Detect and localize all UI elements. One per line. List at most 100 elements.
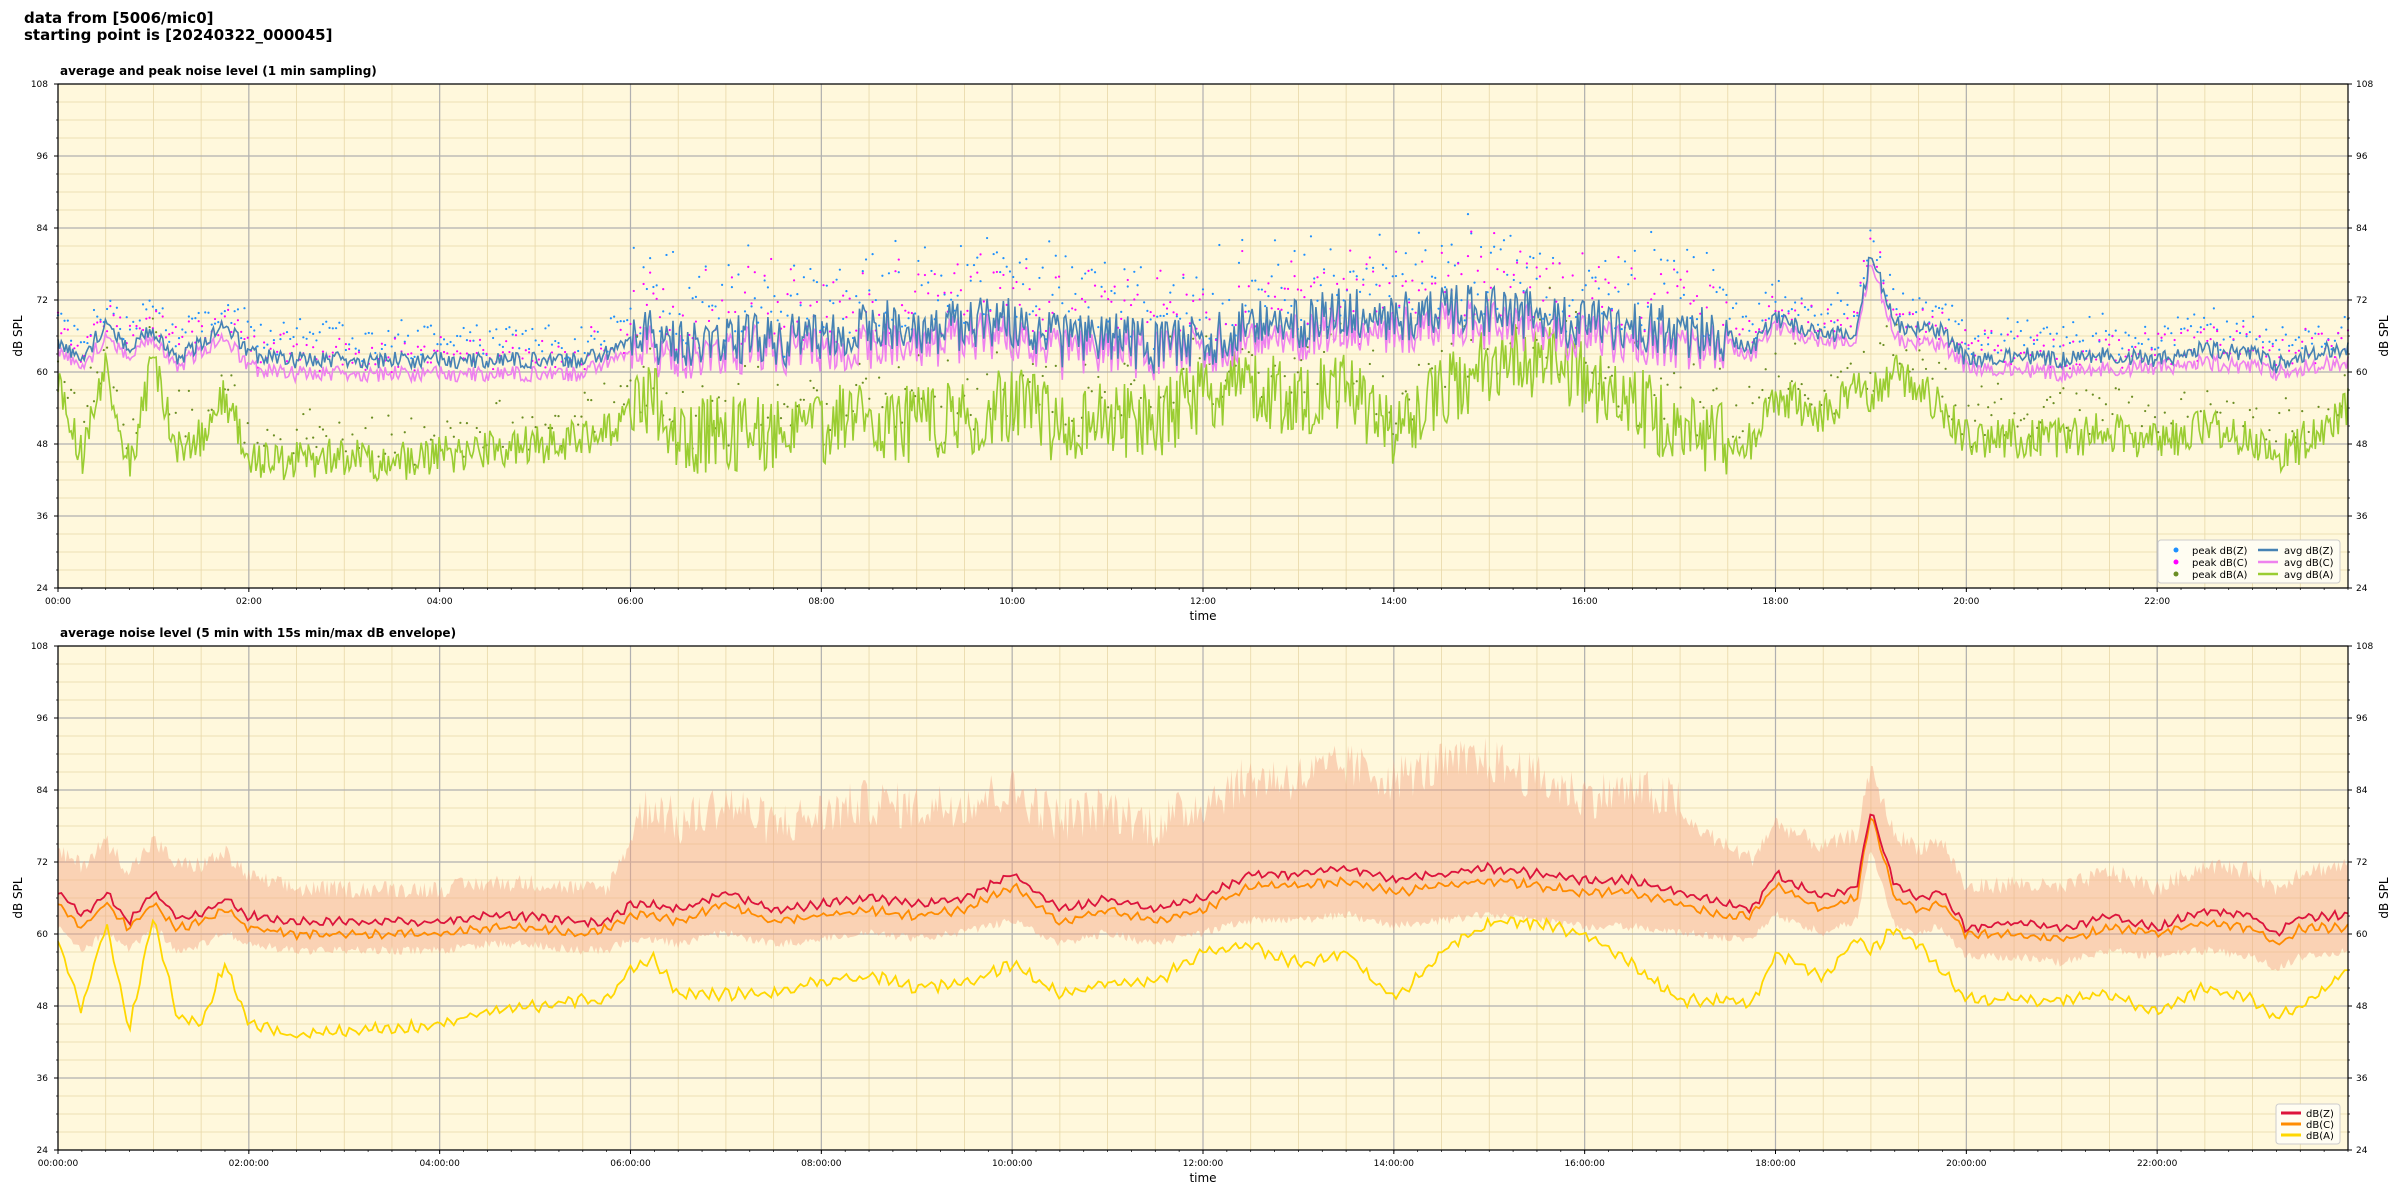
peak-dbz-dot <box>285 330 289 334</box>
peak-dbz-dot <box>943 293 946 296</box>
peak-dba-dot <box>613 401 616 404</box>
peak-dbz-dot <box>66 319 69 322</box>
peak-dbc-dot <box>1159 269 1162 272</box>
peak-dbz-dot <box>1123 268 1126 271</box>
peak-dbc-dot <box>1823 322 1826 325</box>
peak-dbc-dot <box>2163 333 2166 336</box>
peak-dbc-dot <box>1875 265 1879 268</box>
peak-dba-dot <box>547 426 550 430</box>
peak-dbz-dot <box>1529 255 1532 258</box>
peak-dbz-dot <box>599 343 603 346</box>
peak-dbc-dot <box>1931 315 1934 318</box>
peak-dbc-dot <box>1830 319 1833 323</box>
peak-dbz-dot <box>992 252 995 256</box>
peak-dbc-dot <box>508 350 511 354</box>
peak-dbc-dot <box>1525 262 1528 265</box>
peak-dbz-dot <box>2091 334 2094 338</box>
peak-dbz-dot <box>773 295 776 298</box>
peak-dbc-dot <box>2127 348 2130 352</box>
peak-dbc-dot <box>1535 266 1538 269</box>
peak-dbz-dot <box>488 330 491 333</box>
peak-dba-dot <box>1993 401 1996 404</box>
peak-dbc-dot <box>1892 308 1895 311</box>
peak-dbz-dot <box>302 336 305 339</box>
peak-dba-dot <box>1944 367 1947 370</box>
peak-dbc-dot <box>2150 348 2153 351</box>
peak-dbc-dot <box>351 361 354 364</box>
peak-dbz-dot <box>83 340 86 344</box>
peak-dbz-dot <box>1254 279 1257 282</box>
peak-dbz-dot <box>645 287 648 291</box>
peak-dbc-dot <box>1398 304 1401 307</box>
peak-dbz-dot <box>586 340 590 343</box>
peak-dbz-dot <box>1054 254 1057 257</box>
peak-dbc-dot <box>1911 312 1914 316</box>
peak-dbz-dot <box>459 335 462 338</box>
peak-dbz-dot <box>887 272 891 275</box>
peak-dbz-dot <box>2265 328 2268 331</box>
peak-dbz-dot <box>436 343 439 346</box>
peak-dbz-dot <box>730 286 734 289</box>
peak-dbc-dot <box>298 358 302 361</box>
peak-dbz-dot <box>2095 332 2098 335</box>
peak-dbz-dot <box>213 322 217 325</box>
peak-dbz-dot <box>583 351 586 355</box>
peak-dbz-dot <box>429 324 433 327</box>
peak-dba-dot <box>1702 406 1705 409</box>
peak-dbc-dot <box>524 349 527 352</box>
peak-dba-dot <box>1653 393 1656 397</box>
peak-dba-dot <box>2265 438 2268 441</box>
peak-dbz-dot <box>230 321 233 325</box>
peak-dbc-dot <box>1241 249 1244 253</box>
peak-dbz-dot <box>1319 284 1322 287</box>
peak-dbc-dot <box>292 345 295 348</box>
peak-dbc-dot <box>544 366 547 369</box>
peak-dbz-dot <box>985 236 989 240</box>
peak-dbz-dot <box>1548 313 1551 316</box>
peak-dbz-dot <box>2333 339 2337 342</box>
peak-dbz-dot <box>1139 266 1142 269</box>
peak-dbz-dot <box>603 340 606 343</box>
peak-dba-dot <box>2157 430 2160 434</box>
peak-dbc-dot <box>1365 263 1368 266</box>
peak-dbz-dot <box>1944 303 1947 306</box>
peak-dba-dot <box>554 414 557 417</box>
peak-dbc-dot <box>2320 332 2323 335</box>
peak-dba-dot <box>2016 425 2019 428</box>
peak-dbz-dot <box>652 285 655 289</box>
peak-dbc-dot <box>2016 335 2019 338</box>
peak-dbz-dot <box>923 246 927 249</box>
peak-dbc-dot <box>671 305 675 308</box>
peak-dbz-dot <box>1509 234 1512 237</box>
peak-dbz-dot <box>809 267 812 271</box>
peak-dbz-dot <box>2310 342 2314 345</box>
peak-dbc-dot <box>1362 283 1365 286</box>
peak-dbz-dot <box>308 331 311 334</box>
peak-dbz-dot <box>665 253 668 257</box>
peak-dbc-dot <box>727 311 730 314</box>
peak-dbz-dot <box>1712 268 1715 272</box>
peak-dba-dot <box>305 437 308 440</box>
peak-dbc-dot <box>956 263 959 266</box>
y-tick-label-left: 72 <box>37 858 48 868</box>
peak-dbc-dot <box>174 325 177 329</box>
peak-dbz-dot <box>1830 303 1833 306</box>
peak-dba-dot <box>985 373 989 376</box>
peak-dbc-dot <box>501 351 505 354</box>
peak-dbz-dot <box>1002 257 1005 260</box>
dbz-line <box>57 813 2349 937</box>
peak-dba-dot <box>233 384 236 387</box>
peak-dbc-dot <box>789 268 792 271</box>
peak-dba-dot <box>573 415 576 418</box>
peak-dbz-dot <box>714 305 717 308</box>
peak-dbc-dot <box>1591 297 1594 300</box>
peak-dba-dot <box>1097 375 1100 379</box>
peak-dbc-dot <box>269 347 272 350</box>
peak-dbz-dot <box>2114 329 2117 332</box>
peak-dbc-dot <box>1192 299 1195 303</box>
peak-dba-dot <box>1316 382 1319 386</box>
peak-dbz-dot <box>279 338 282 341</box>
y-tick-label-left: 48 <box>37 440 49 450</box>
peak-dbz-dot <box>1839 299 1843 302</box>
peak-dbz-dot <box>838 268 841 271</box>
